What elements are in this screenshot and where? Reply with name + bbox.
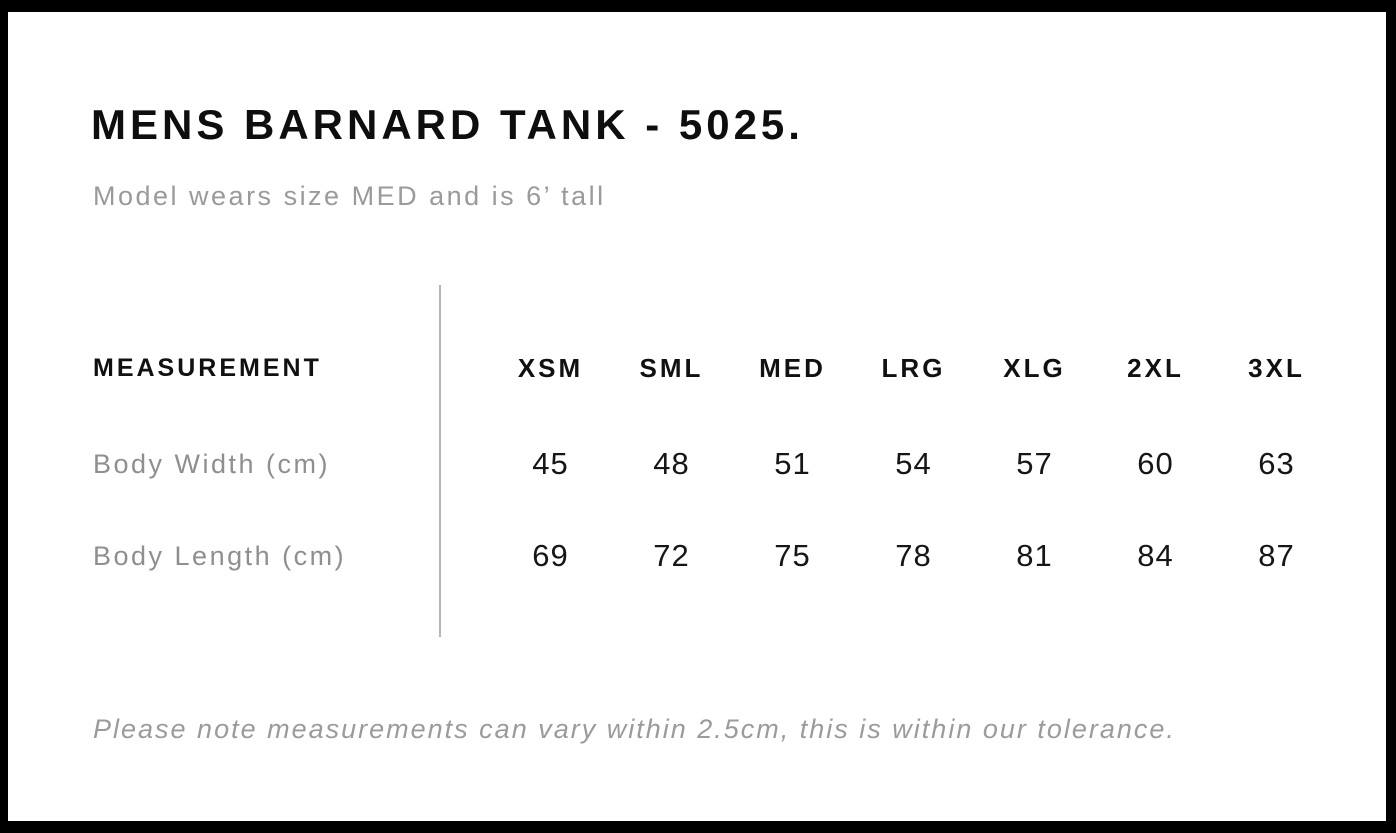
table-row-body-width: Body Width (cm) 45 48 51 54 57 60 63 <box>93 446 1337 481</box>
body-width-lrg: 54 <box>895 446 932 481</box>
size-table-header-row: MEASUREMENT XSM SML MED LRG XLG 2XL 3XL <box>93 351 1337 385</box>
size-header-med: MED <box>759 352 826 383</box>
body-width-xlg: 57 <box>1016 446 1053 481</box>
frame-bar-left <box>0 0 8 833</box>
size-header-lrg: LRG <box>881 352 946 383</box>
page-title: MENS BARNARD TANK - 5025. <box>91 101 804 148</box>
body-length-2xl: 84 <box>1137 538 1174 573</box>
body-length-label: Body Length (cm) <box>93 540 347 571</box>
table-row-body-length: Body Length (cm) 69 72 75 78 81 84 87 <box>93 538 1337 573</box>
body-width-label: Body Width (cm) <box>93 448 331 479</box>
body-width-3xl: 63 <box>1258 446 1295 481</box>
size-header-xlg: XLG <box>1003 352 1066 383</box>
size-header-3xl: 3XL <box>1248 352 1305 383</box>
size-header-xsm: XSM <box>517 352 584 383</box>
body-width-med: 51 <box>774 446 811 481</box>
body-length-xlg: 81 <box>1016 538 1053 573</box>
body-length-3xl: 87 <box>1258 538 1295 573</box>
frame-bar-bottom <box>0 821 1396 833</box>
measurement-column-header: MEASUREMENT <box>93 353 322 382</box>
body-length-xsm: 69 <box>532 538 569 573</box>
model-size-subtitle: Model wears size MED and is 6’ tall <box>93 181 606 211</box>
size-header-sml: SML <box>639 352 704 383</box>
body-length-sml: 72 <box>653 538 690 573</box>
body-length-lrg: 78 <box>895 538 932 573</box>
body-length-med: 75 <box>774 538 811 573</box>
body-width-xsm: 45 <box>532 446 569 481</box>
frame-bar-top <box>0 0 1396 12</box>
body-width-sml: 48 <box>653 446 690 481</box>
size-header-2xl: 2XL <box>1127 352 1184 383</box>
body-width-2xl: 60 <box>1137 446 1174 481</box>
table-vertical-divider <box>439 285 441 637</box>
tolerance-note: Please note measurements can vary within… <box>93 714 1176 744</box>
frame-bar-right <box>1386 0 1396 833</box>
